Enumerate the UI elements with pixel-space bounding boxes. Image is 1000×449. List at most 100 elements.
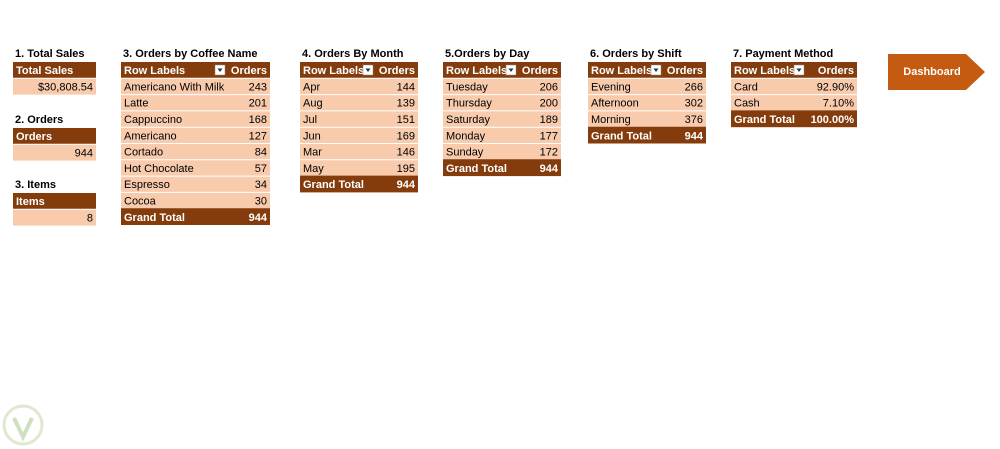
data-cell: 243 (249, 81, 267, 93)
data-cell: Tuesday (446, 81, 488, 93)
data-cell: May (303, 163, 324, 175)
data-cell: Monday (446, 130, 486, 142)
data-row (121, 78, 270, 95)
data-cell: Latte (124, 98, 148, 110)
total-row (121, 208, 270, 225)
header-cell: Items (16, 196, 45, 208)
data-row (121, 192, 270, 209)
data-row (121, 110, 270, 128)
data-row (300, 110, 418, 128)
data-cell: 206 (540, 81, 558, 93)
data-cell: 144 (397, 81, 415, 93)
data-cell: 376 (685, 114, 703, 126)
data-cell: 168 (249, 114, 267, 126)
header-row (121, 62, 270, 79)
data-cell: Espresso (124, 179, 170, 191)
data-row (121, 159, 270, 177)
header-cell: Orders (667, 65, 703, 77)
data-cell: Cappuccino (124, 114, 182, 126)
data-cell: 127 (249, 130, 267, 142)
table-title: 6. Orders by Shift (590, 48, 682, 60)
data-row (300, 127, 418, 144)
table-title: 7. Payment Method (733, 48, 833, 60)
button-shape[interactable] (888, 54, 985, 90)
header-row (300, 62, 418, 79)
filter-arrow (796, 68, 802, 72)
total-cell: Grand Total (124, 212, 185, 224)
total-cell: Grand Total (303, 179, 364, 191)
data-row (443, 110, 561, 128)
data-cell: Morning (591, 114, 631, 126)
header-row (13, 128, 96, 145)
header-row (13, 62, 96, 79)
data-cell: Jun (303, 130, 321, 142)
data-cell: 92.90% (817, 81, 855, 93)
data-cell: Hot Chocolate (124, 163, 194, 175)
data-row (121, 127, 270, 144)
header-row (443, 62, 561, 79)
data-cell: 30 (255, 195, 267, 207)
data-cell: Mar (303, 147, 322, 159)
data-cell: 201 (249, 98, 267, 110)
data-row (13, 209, 96, 226)
header-cell: Total Sales (16, 65, 73, 77)
total-cell: 944 (540, 163, 559, 175)
data-row (121, 94, 270, 111)
data-row (300, 94, 418, 111)
header-cell: Row Labels (124, 65, 185, 77)
data-row (300, 78, 418, 95)
data-cell: Aug (303, 98, 323, 110)
table-title: 4. Orders By Month (302, 48, 404, 60)
header-cell: Row Labels (303, 65, 364, 77)
data-cell: 195 (397, 163, 415, 175)
data-row (731, 94, 857, 111)
button-label[interactable]: Dashboard (903, 66, 960, 78)
data-cell: Americano (124, 130, 177, 142)
data-row (588, 78, 706, 95)
filter-arrow (365, 68, 371, 72)
data-row (443, 143, 561, 160)
data-cell: Cash (734, 98, 760, 110)
table-title: 5.Orders by Day (445, 48, 530, 60)
total-cell: Grand Total (591, 130, 652, 142)
watermark-mark (12, 417, 34, 442)
data-cell: Apr (303, 81, 320, 93)
data-cell: 57 (255, 163, 267, 175)
total-cell: Grand Total (446, 163, 507, 175)
data-cell: 189 (540, 114, 558, 126)
data-cell: 146 (397, 147, 415, 159)
header-cell: Row Labels (734, 65, 795, 77)
data-row (300, 159, 418, 177)
table-title: 2. Orders (15, 114, 63, 126)
filter-arrow (653, 68, 659, 72)
data-cell: Sunday (446, 147, 484, 159)
data-row (13, 144, 96, 161)
data-cell: 8 (87, 212, 93, 224)
header-cell: Orders (818, 65, 854, 77)
header-cell: Orders (231, 65, 267, 77)
data-cell: 302 (685, 98, 703, 110)
data-cell: Afternoon (591, 98, 639, 110)
data-row (443, 94, 561, 111)
data-cell: 200 (540, 98, 558, 110)
dashboard-button[interactable]: Dashboard (888, 54, 985, 90)
data-cell: 34 (255, 179, 267, 191)
total-cell: 944 (685, 130, 704, 142)
total-cell: 944 (249, 212, 268, 224)
header-cell: Row Labels (591, 65, 652, 77)
header-cell: Orders (379, 65, 415, 77)
data-cell: 169 (397, 130, 415, 142)
total-cell: 944 (397, 179, 416, 191)
data-cell: Card (734, 81, 758, 93)
header-cell: Row Labels (446, 65, 507, 77)
data-cell: 7.10% (823, 98, 854, 110)
data-row (588, 94, 706, 111)
table-title: 1. Total Sales (15, 48, 85, 60)
data-cell: $30,808.54 (38, 81, 93, 93)
table-title: 3. Orders by Coffee Name (123, 48, 258, 60)
data-row (121, 143, 270, 160)
data-cell: Evening (591, 81, 631, 93)
data-row (300, 143, 418, 160)
total-cell: Grand Total (734, 114, 795, 126)
